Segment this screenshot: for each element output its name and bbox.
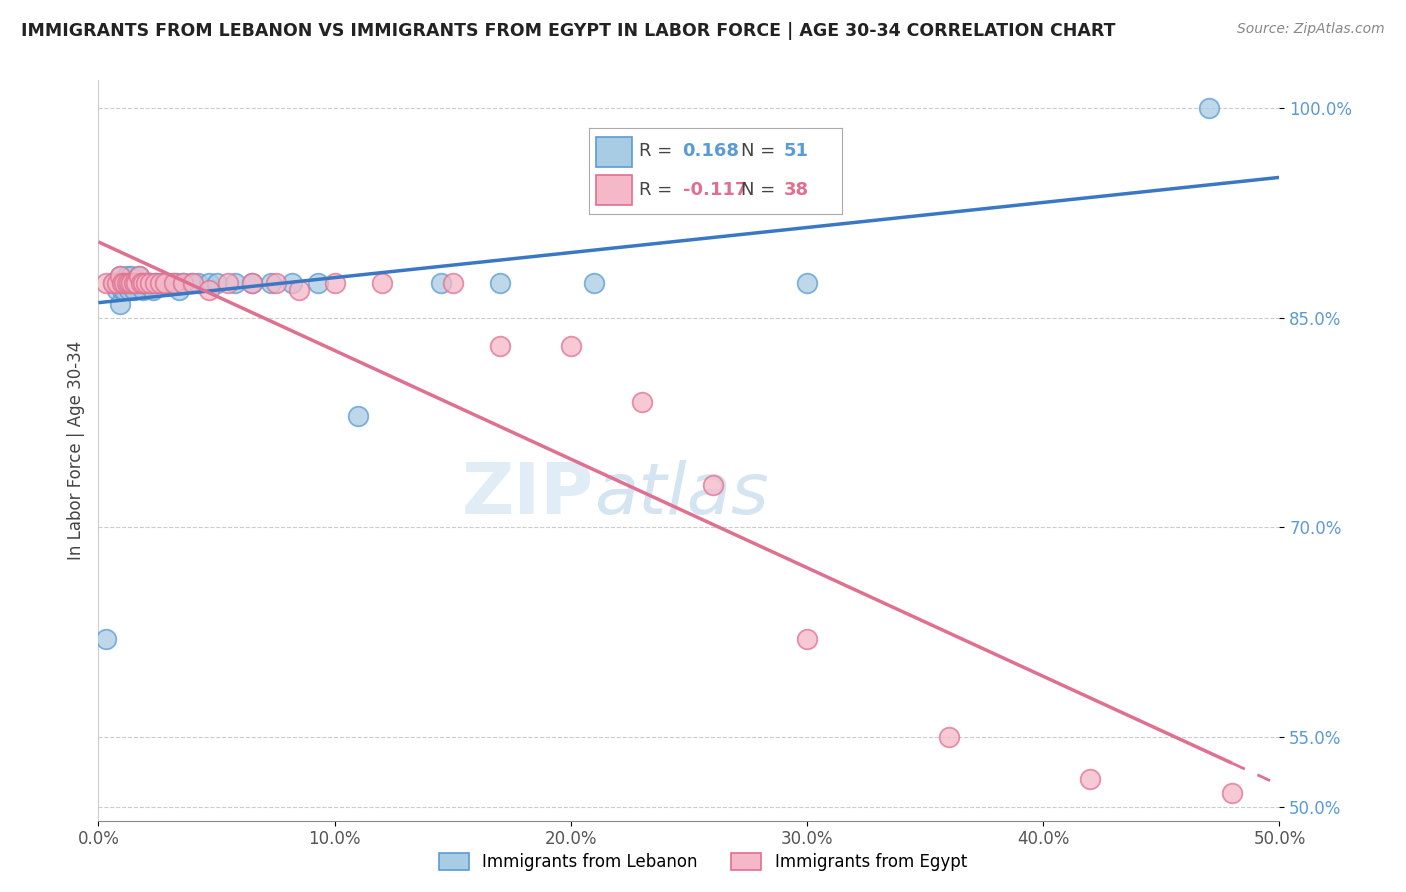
Point	[136, 276, 159, 290]
Point	[111, 276, 134, 290]
Point	[121, 276, 143, 290]
Point	[1220, 786, 1243, 800]
Point	[129, 276, 152, 290]
Point	[112, 276, 135, 290]
Point	[1080, 772, 1102, 786]
Point	[1198, 101, 1220, 115]
Point	[122, 276, 145, 290]
Point	[560, 339, 582, 353]
Point	[489, 276, 512, 290]
Point	[135, 276, 157, 290]
Point	[288, 283, 311, 297]
Point	[583, 276, 606, 290]
Point	[260, 276, 283, 290]
Point	[122, 283, 145, 297]
Point	[198, 283, 221, 297]
Point	[94, 276, 117, 290]
Text: ZIP: ZIP	[463, 460, 595, 529]
Point	[156, 276, 179, 290]
Point	[115, 276, 138, 290]
Point	[111, 283, 134, 297]
Point	[217, 276, 239, 290]
Y-axis label: In Labor Force | Age 30-34: In Labor Force | Age 30-34	[66, 341, 84, 560]
Point	[489, 339, 512, 353]
Point	[132, 276, 155, 290]
Point	[149, 276, 172, 290]
Point	[108, 297, 131, 311]
Point	[115, 268, 138, 283]
Point	[165, 276, 187, 290]
Point	[702, 478, 724, 492]
Text: atlas: atlas	[595, 460, 769, 529]
Point	[115, 276, 138, 290]
Point	[180, 276, 202, 290]
Point	[150, 276, 173, 290]
Point	[143, 276, 166, 290]
Point	[128, 276, 150, 290]
Point	[125, 276, 148, 290]
Point	[125, 276, 148, 290]
Point	[143, 276, 166, 290]
Point	[139, 276, 162, 290]
Point	[121, 268, 143, 283]
Point	[371, 276, 394, 290]
Point	[108, 268, 131, 283]
Point	[796, 632, 818, 646]
Text: Source: ZipAtlas.com: Source: ZipAtlas.com	[1237, 22, 1385, 37]
Point	[112, 276, 135, 290]
Point	[122, 276, 145, 290]
Point	[441, 276, 464, 290]
Point	[172, 276, 194, 290]
Text: IMMIGRANTS FROM LEBANON VS IMMIGRANTS FROM EGYPT IN LABOR FORCE | AGE 30-34 CORR: IMMIGRANTS FROM LEBANON VS IMMIGRANTS FR…	[21, 22, 1115, 40]
Point	[118, 276, 141, 290]
Point	[105, 283, 128, 297]
Point	[146, 276, 169, 290]
Point	[264, 276, 287, 290]
Point	[938, 730, 960, 744]
Point	[630, 394, 652, 409]
Legend: Immigrants from Lebanon, Immigrants from Egypt: Immigrants from Lebanon, Immigrants from…	[430, 845, 976, 880]
Point	[796, 276, 818, 290]
Point	[139, 276, 162, 290]
Point	[101, 276, 124, 290]
Point	[323, 276, 346, 290]
Point	[132, 276, 155, 290]
Point	[105, 276, 128, 290]
Point	[118, 276, 141, 290]
Point	[118, 283, 141, 297]
Point	[163, 276, 186, 290]
Point	[430, 276, 453, 290]
Point	[240, 276, 263, 290]
Point	[111, 276, 134, 290]
Point	[187, 276, 209, 290]
Point	[94, 632, 117, 646]
Point	[167, 283, 190, 297]
Point	[205, 276, 228, 290]
Point	[132, 283, 155, 297]
Point	[224, 276, 246, 290]
Point	[142, 283, 165, 297]
Point	[198, 276, 221, 290]
Point	[347, 409, 370, 423]
Point	[128, 268, 150, 283]
Point	[307, 276, 329, 290]
Point	[101, 276, 124, 290]
Point	[153, 276, 176, 290]
Point	[160, 276, 183, 290]
Point	[129, 276, 152, 290]
Point	[153, 276, 176, 290]
Point	[108, 268, 131, 283]
Point	[240, 276, 263, 290]
Point	[101, 276, 124, 290]
Point	[181, 276, 204, 290]
Point	[135, 276, 157, 290]
Point	[112, 283, 135, 297]
Point	[281, 276, 304, 290]
Point	[128, 268, 150, 283]
Point	[172, 276, 194, 290]
